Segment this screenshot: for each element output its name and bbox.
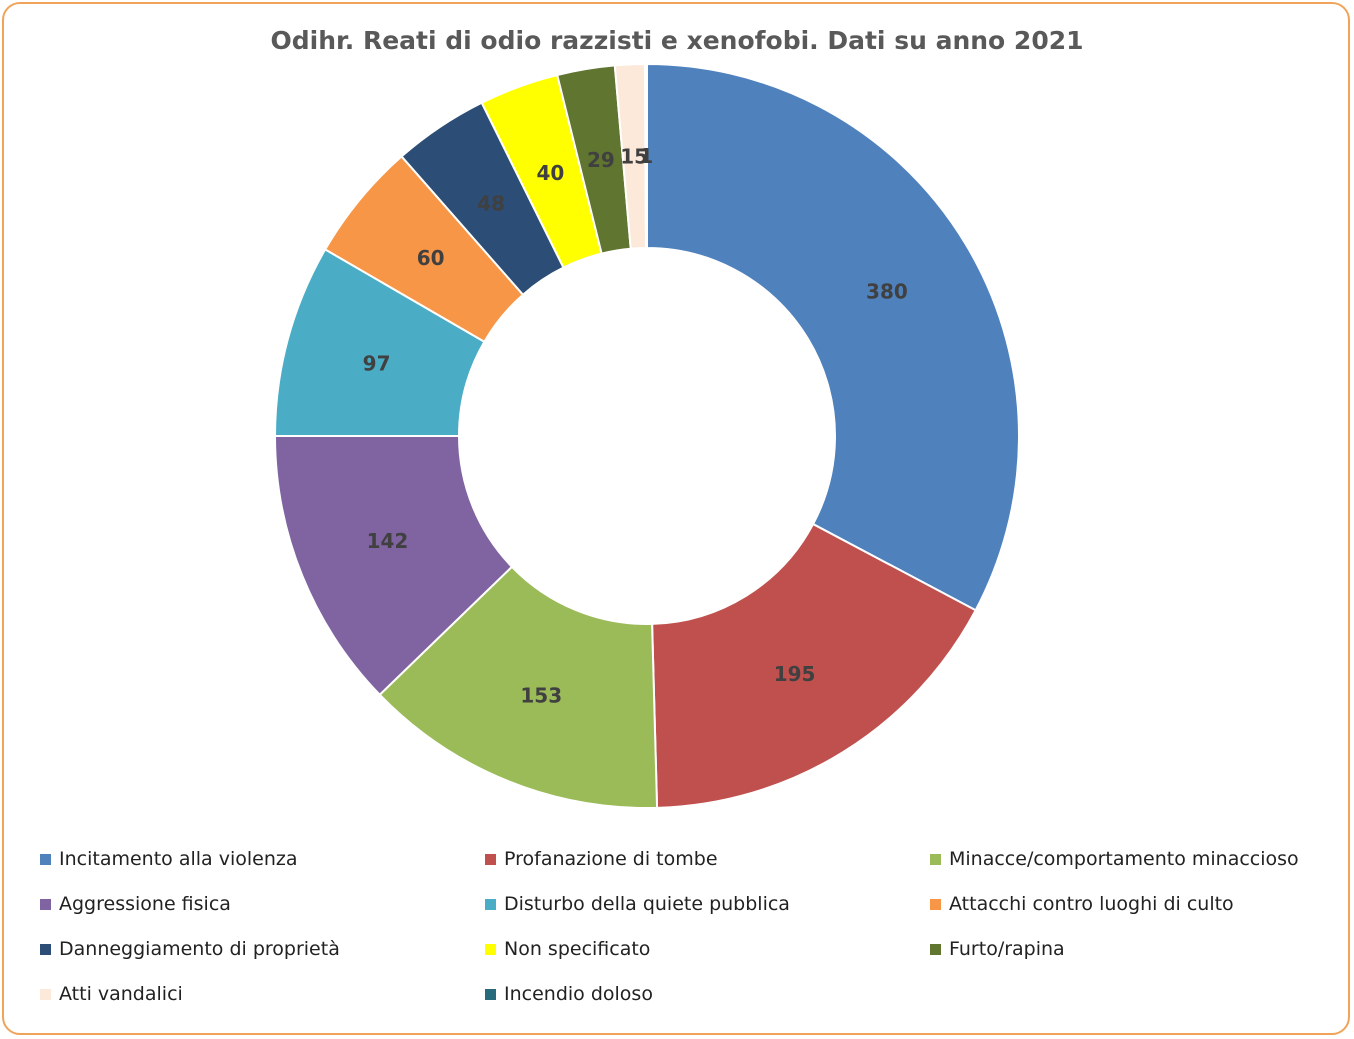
legend-label: Atti vandalici: [59, 983, 183, 1005]
slice-aggressione-fisica: [273, 435, 514, 697]
value-label-non-specificato: 40: [537, 161, 565, 185]
legend-label: Danneggiamento di proprietà: [59, 938, 340, 960]
legend-label: Attacchi contro luoghi di culto: [949, 893, 1234, 915]
slice-profanazione-di-tombe: [651, 522, 978, 809]
legend-swatch: [40, 988, 51, 1000]
legend-item-atti-vandalici: Atti vandalici: [40, 983, 183, 1005]
legend-swatch: [930, 943, 941, 955]
legend-swatch: [485, 898, 496, 910]
legend-item-incendio-doloso: Incendio doloso: [485, 983, 653, 1005]
legend-item-furto-rapina: Furto/rapina: [930, 938, 1065, 960]
legend-label: Aggressione fisica: [59, 893, 231, 915]
legend-item-incitamento-alla-violenza: Incitamento alla violenza: [40, 848, 297, 870]
legend-label: Furto/rapina: [949, 938, 1065, 960]
legend-swatch: [485, 988, 496, 1000]
slice-incitamento-alla-violenza: [646, 62, 1020, 612]
legend-item-aggressione-fisica: Aggressione fisica: [40, 893, 231, 915]
donut-slices: [273, 62, 1020, 809]
legend-label: Incendio doloso: [504, 983, 653, 1005]
legend-swatch: [930, 898, 941, 910]
chart-title: Odihr. Reati di odio razzisti e xenofobi…: [270, 26, 1084, 55]
value-label-disturbo-della-quiete-pubblica: 97: [363, 351, 391, 375]
legend-label: Profanazione di tombe: [504, 848, 718, 870]
value-label-furto-rapina: 29: [587, 148, 615, 172]
legend-swatch: [40, 853, 51, 865]
value-label-atti-vandalici: 15: [620, 144, 648, 168]
legend-item-danneggiamento-di-proprieta: Danneggiamento di proprietà: [40, 938, 340, 960]
slice-minacce-comportamento-minaccioso: [378, 565, 659, 809]
donut-value-labels: 380 195 153 142 97 60 48 40 29 151: [363, 144, 908, 707]
legend-label: Disturbo della quiete pubblica: [504, 893, 790, 915]
legend-item-non-specificato: Non specificato: [485, 938, 650, 960]
value-label-profanazione-di-tombe: 195: [774, 662, 816, 686]
value-label-incendio-doloso: 1: [639, 144, 653, 168]
legend-label: Minacce/comportamento minaccioso: [949, 848, 1299, 870]
legend-label: Non specificato: [504, 938, 651, 960]
value-label-danneggiamento-di-proprieta: 48: [477, 191, 505, 215]
legend-item-disturbo-della-quiete-pubblica: Disturbo della quiete pubblica: [485, 893, 790, 915]
value-label-aggressione-fisica: 142: [367, 529, 409, 553]
value-label-attacchi-contro-luoghi-di-culto: 60: [417, 246, 445, 270]
legend-item-attacchi-contro-luoghi-di-culto: Attacchi contro luoghi di culto: [930, 893, 1234, 915]
legend-label: Incitamento alla violenza: [59, 848, 298, 870]
legend-item-minacce-comportamento-minaccioso: Minacce/comportamento minaccioso: [930, 848, 1299, 870]
legend-swatch: [40, 898, 51, 910]
legend-swatch: [40, 943, 51, 955]
legend-swatch: [485, 943, 496, 955]
slice-incendio-doloso: [643, 62, 648, 250]
legend-swatch: [485, 853, 496, 865]
value-label-incitamento-alla-violenza: 380: [866, 280, 908, 304]
legend-item-profanazione-di-tombe: Profanazione di tombe: [485, 848, 718, 870]
value-label-minacce-comportamento-minaccioso: 153: [520, 683, 562, 707]
legend-swatch: [930, 853, 941, 865]
